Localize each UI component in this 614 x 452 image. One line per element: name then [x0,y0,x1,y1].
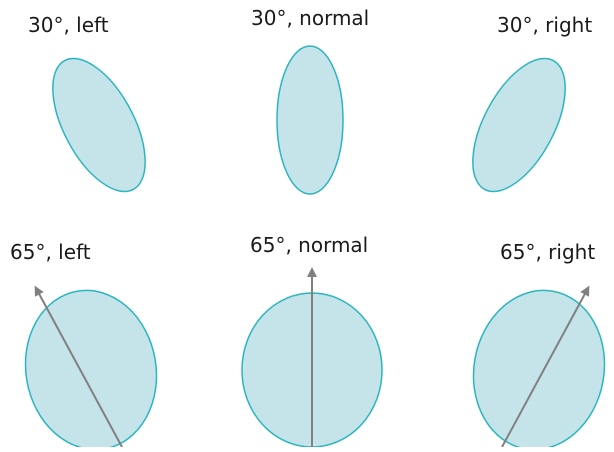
ellipse-65-left [24,289,158,451]
arrow-65-left [34,285,123,448]
ellipse-30-right [472,57,566,193]
label-65-right: 65°, right [500,240,595,264]
label-65-normal: 65°, normal [250,233,368,257]
ellipse-30-normal [276,45,344,195]
arrow-65-right [501,285,590,448]
label-30-left: 30°, left [28,13,109,37]
ellipse-30-left [52,57,146,193]
label-65-left: 65°, left [10,240,91,264]
label-30-right: 30°, right [497,13,592,37]
label-30-normal: 30°, normal [251,6,369,30]
ellipse-65-right [472,289,606,451]
